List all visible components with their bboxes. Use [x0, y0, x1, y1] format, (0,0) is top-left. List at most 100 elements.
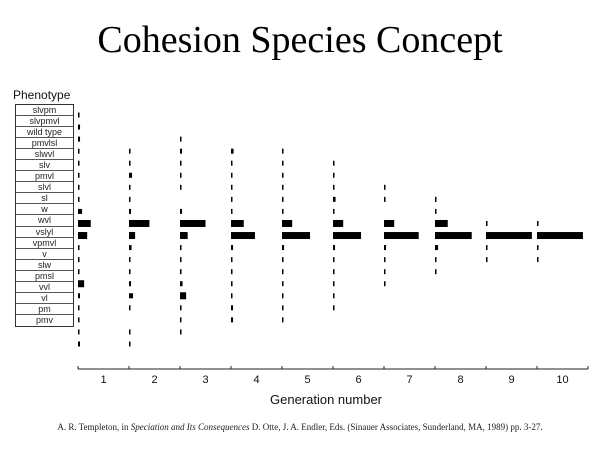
x-tick-label: 1 [100, 374, 106, 386]
frequency-bar [282, 293, 284, 299]
frequency-bar [78, 219, 91, 227]
frequency-bar [180, 317, 182, 323]
frequency-bar [537, 232, 583, 240]
phenotype-label: vvl [16, 282, 73, 293]
frequency-bar [180, 329, 182, 335]
frequency-bar [333, 184, 335, 190]
frequency-bar [333, 208, 335, 214]
frequency-bar [78, 341, 81, 347]
frequency-bar [231, 232, 255, 240]
frequency-bar [129, 329, 131, 335]
frequency-bar [231, 317, 234, 323]
frequency-bar [384, 257, 386, 263]
frequency-bar [384, 219, 395, 227]
frequency-bar [231, 208, 233, 214]
frequency-bar [78, 305, 80, 311]
phenotype-label: vpmvl [16, 238, 73, 249]
frequency-bar [333, 232, 362, 240]
frequency-bar [129, 184, 131, 190]
phenotype-label: vl [16, 293, 73, 304]
x-tick-label: 10 [556, 374, 568, 386]
frequency-bar [78, 172, 80, 178]
phenotype-label: vslyl [16, 227, 73, 238]
frequency-bar [435, 232, 472, 240]
phenotype-label: slw [16, 260, 73, 271]
frequency-bar [282, 281, 284, 287]
frequency-bar [180, 245, 182, 251]
frequency-bar [129, 148, 131, 154]
frequency-bar [78, 124, 81, 130]
frequency-bar [180, 136, 182, 142]
frequency-bar [333, 269, 335, 275]
frequency-bar [282, 257, 284, 263]
phenotype-label: slvpmvl [16, 116, 73, 128]
frequency-bar [333, 196, 336, 202]
frequency-bar [537, 257, 539, 263]
frequency-bar [282, 305, 284, 311]
phenotype-label: v [16, 249, 73, 260]
frequency-bar [384, 196, 386, 202]
phenotype-label: pmvlsl [16, 138, 73, 150]
y-axis-label: Phenotype [13, 88, 71, 102]
frequency-bar [78, 112, 80, 118]
frequency-bar [231, 293, 233, 299]
frequency-bar [180, 292, 187, 300]
frequency-bar [129, 245, 132, 251]
frequency-bar [282, 196, 284, 202]
frequency-bar [78, 317, 80, 323]
frequency-bar [486, 257, 488, 263]
frequency-bar [282, 208, 284, 214]
frequency-bar [180, 172, 182, 178]
frequency-bar [180, 184, 182, 190]
frequency-bar [435, 208, 437, 214]
phenotype-label: slv [16, 160, 73, 172]
frequency-bar [435, 196, 437, 202]
frequency-bar [180, 160, 182, 166]
frequency-bar [537, 245, 539, 251]
frequency-bar [180, 208, 183, 214]
frequency-bar [333, 257, 335, 263]
x-tick-label: 2 [151, 374, 157, 386]
frequency-bar [486, 245, 488, 251]
phenotype-label: w [16, 204, 73, 216]
frequency-bar [231, 184, 233, 190]
frequency-bar [78, 160, 80, 166]
frequency-bar [231, 219, 244, 227]
frequency-bar [282, 184, 284, 190]
frequency-bar [231, 160, 233, 166]
frequency-bar [129, 305, 131, 311]
frequency-bar [129, 281, 132, 287]
frequency-bar [78, 245, 80, 251]
frequency-bar [384, 281, 386, 287]
frequency-bar [129, 257, 131, 263]
x-tick-label: 6 [355, 374, 361, 386]
frequency-bar [333, 305, 335, 311]
frequency-bar [180, 281, 183, 287]
phenotype-label: pm [16, 304, 73, 315]
x-tick-label: 5 [304, 374, 310, 386]
frequency-bar [231, 305, 234, 311]
frequency-bar [180, 232, 188, 240]
frequency-bar [129, 341, 131, 347]
frequency-bar [333, 160, 335, 166]
x-axis-label: Generation number [270, 392, 383, 407]
frequency-bar [486, 220, 488, 226]
frequency-bar [78, 208, 83, 214]
frequency-bar [282, 219, 293, 227]
citation-pre: A. R. Templeton, in [57, 422, 131, 432]
phenotype-label: slvl [16, 182, 73, 194]
frequency-bar [129, 160, 131, 166]
frequency-bar [282, 245, 285, 251]
frequency-bar [78, 293, 81, 299]
x-tick-label: 9 [508, 374, 514, 386]
frequency-bar [180, 148, 183, 154]
x-tick-label: 7 [406, 374, 412, 386]
frequency-bar [231, 257, 233, 263]
frequency-bar [129, 196, 131, 202]
frequency-bar [537, 220, 539, 226]
frequency-bar [282, 232, 311, 240]
frequency-bar [282, 269, 284, 275]
frequency-bar [282, 148, 284, 154]
frequency-bar [78, 196, 80, 202]
